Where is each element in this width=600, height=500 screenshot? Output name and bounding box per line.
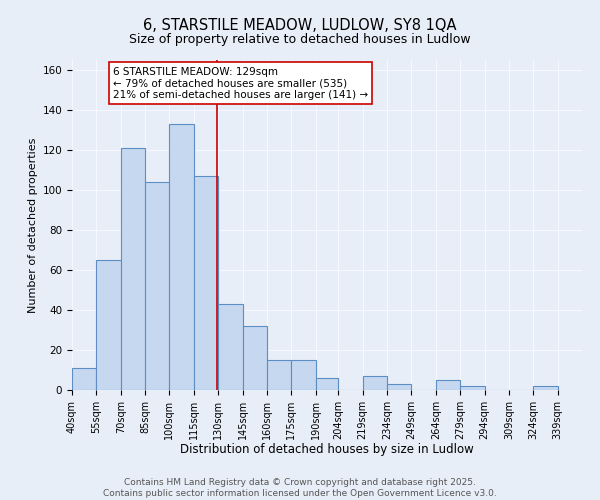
Y-axis label: Number of detached properties: Number of detached properties bbox=[28, 138, 38, 312]
Bar bbox=[145, 182, 169, 390]
Bar bbox=[387, 384, 412, 390]
Bar bbox=[97, 260, 121, 390]
Bar bbox=[460, 386, 485, 390]
Bar bbox=[291, 360, 316, 390]
Bar bbox=[218, 304, 242, 390]
Text: 6, STARSTILE MEADOW, LUDLOW, SY8 1QA: 6, STARSTILE MEADOW, LUDLOW, SY8 1QA bbox=[143, 18, 457, 32]
Bar bbox=[121, 148, 145, 390]
Text: Contains HM Land Registry data © Crown copyright and database right 2025.
Contai: Contains HM Land Registry data © Crown c… bbox=[103, 478, 497, 498]
Bar bbox=[72, 368, 97, 390]
Text: Size of property relative to detached houses in Ludlow: Size of property relative to detached ho… bbox=[129, 32, 471, 46]
Text: 6 STARSTILE MEADOW: 129sqm
← 79% of detached houses are smaller (535)
21% of sem: 6 STARSTILE MEADOW: 129sqm ← 79% of deta… bbox=[113, 66, 368, 100]
Bar bbox=[316, 378, 338, 390]
Bar bbox=[363, 376, 387, 390]
Bar bbox=[533, 386, 557, 390]
X-axis label: Distribution of detached houses by size in Ludlow: Distribution of detached houses by size … bbox=[180, 444, 474, 456]
Bar bbox=[267, 360, 291, 390]
Bar bbox=[169, 124, 194, 390]
Bar bbox=[436, 380, 460, 390]
Bar bbox=[194, 176, 218, 390]
Bar bbox=[242, 326, 267, 390]
